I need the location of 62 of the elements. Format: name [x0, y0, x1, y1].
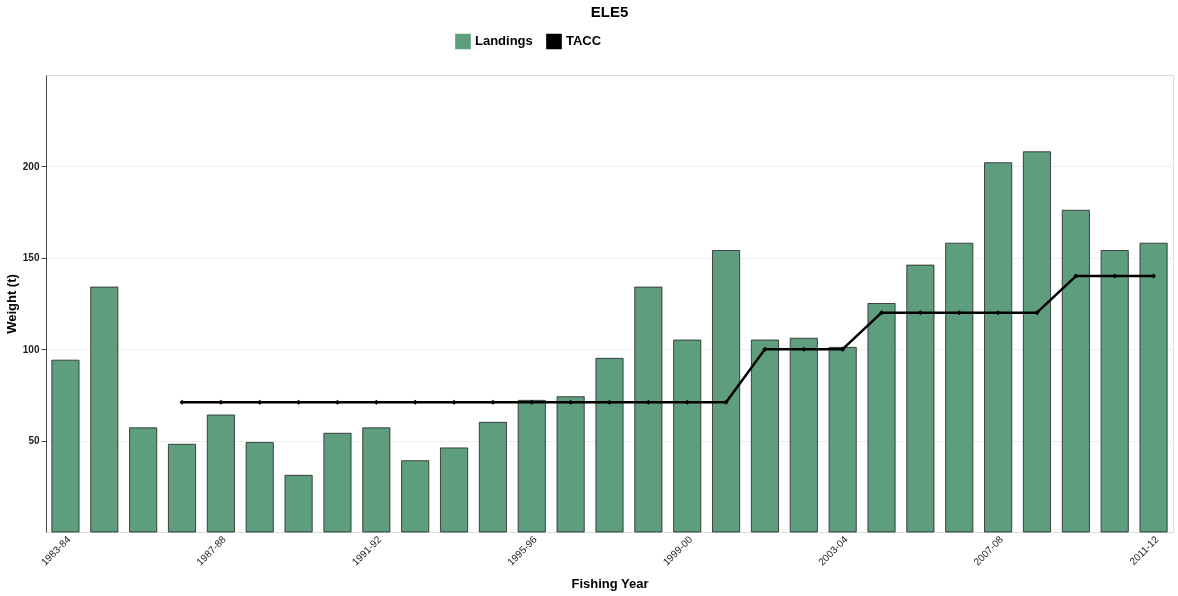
- point: [801, 346, 807, 352]
- point: [529, 399, 535, 405]
- bar: [1139, 242, 1168, 533]
- bar: [517, 399, 546, 533]
- point: [1151, 273, 1157, 279]
- bar: [90, 286, 119, 533]
- bar: [1061, 209, 1090, 533]
- bar: [440, 447, 469, 533]
- bar: [712, 250, 741, 533]
- bar: [51, 359, 80, 533]
- point: [1034, 310, 1040, 316]
- point: [568, 399, 574, 405]
- point: [723, 399, 729, 405]
- point: [956, 310, 962, 316]
- point: [257, 399, 263, 405]
- point: [296, 399, 302, 405]
- y-axis-title: Weight (t): [3, 274, 19, 334]
- bar: [828, 346, 857, 533]
- bar: [750, 339, 779, 533]
- bar: [595, 357, 624, 533]
- x-axis-title: Fishing Year: [571, 575, 649, 591]
- y-tick-label: 200: [22, 160, 40, 172]
- point: [334, 399, 340, 405]
- bar: [984, 162, 1013, 533]
- bar: [284, 474, 313, 533]
- bar: [906, 264, 935, 533]
- y-tick-label: 50: [28, 435, 40, 447]
- bar: [478, 421, 507, 533]
- bar: [556, 396, 585, 533]
- point: [373, 399, 379, 405]
- bar: [1100, 250, 1129, 533]
- point: [645, 399, 651, 405]
- bar: [634, 286, 663, 533]
- chart-title: ELE5: [590, 3, 629, 20]
- legend-label: Landings: [475, 33, 533, 49]
- point: [218, 399, 224, 405]
- point: [490, 399, 496, 405]
- bar: [867, 303, 896, 533]
- point: [840, 346, 846, 352]
- point: [412, 399, 418, 405]
- bar: [789, 337, 818, 533]
- bar: [945, 242, 974, 533]
- bar: [129, 427, 158, 533]
- point: [451, 399, 457, 405]
- bar: [1022, 151, 1051, 533]
- y-tick-label: 100: [22, 343, 40, 355]
- legend-label: TACC: [566, 33, 602, 49]
- bar: [362, 427, 391, 533]
- point: [684, 399, 690, 405]
- bar: [401, 460, 430, 533]
- bar: [323, 432, 352, 533]
- bar: [168, 443, 197, 533]
- bar: [206, 414, 235, 533]
- point: [995, 310, 1001, 316]
- point: [607, 399, 612, 405]
- bar: [245, 442, 274, 533]
- point: [179, 399, 185, 405]
- point: [917, 310, 923, 316]
- point: [1073, 273, 1079, 279]
- bar: [673, 339, 702, 533]
- point: [762, 346, 768, 352]
- y-tick-label: 150: [22, 252, 40, 264]
